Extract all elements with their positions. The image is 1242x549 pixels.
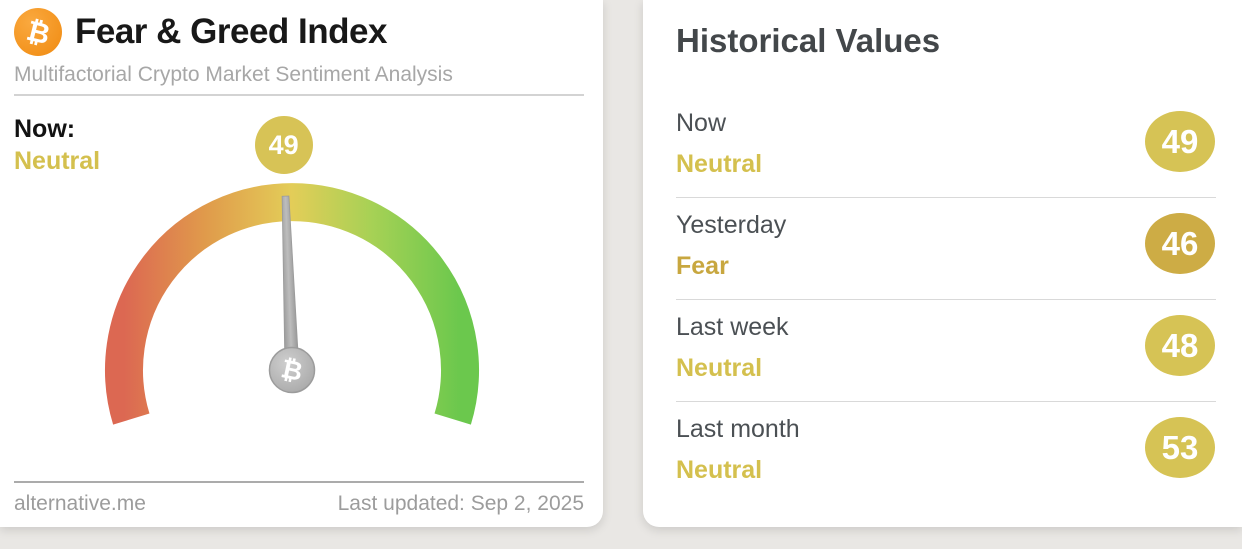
period-label: Now: [676, 109, 727, 137]
alternative-me-link[interactable]: alternative.me: [14, 492, 146, 515]
period-label: Yesterday: [676, 211, 787, 239]
sentiment-label: Neutral: [676, 456, 763, 484]
gauge-needle: ₿: [268, 195, 316, 394]
now-label: Now:: [14, 115, 76, 143]
table-row: Last week Neutral 48: [676, 300, 1216, 402]
fear-greed-gauge-card: ₿ Fear & Greed Index Multifactorial Cryp…: [0, 0, 603, 527]
historical-values-card: Historical Values Now Neutral 49 Yesterd…: [643, 0, 1242, 527]
gauge-arc: [105, 183, 479, 425]
gauge-hub: [268, 346, 316, 394]
table-row: Now Neutral 49: [676, 96, 1216, 198]
sentiment-label: Fear: [676, 252, 729, 280]
bitcoin-icon: ₿: [14, 8, 62, 56]
sentiment-label: Neutral: [676, 150, 763, 178]
value-badge: 53: [1145, 417, 1215, 478]
value-badge: 48: [1145, 315, 1215, 376]
header-divider: [14, 94, 584, 96]
gauge-value-badge: 49: [254, 116, 313, 175]
period-label: Last week: [676, 313, 789, 341]
table-row: Last month Neutral 53: [676, 402, 1216, 504]
gauge-chart: ₿: [105, 183, 479, 425]
now-sentiment: Neutral: [14, 147, 101, 175]
value-badge: 46: [1145, 213, 1215, 274]
value-badge: 49: [1145, 111, 1215, 172]
period-label: Last month: [676, 415, 800, 443]
sentiment-label: Neutral: [676, 354, 763, 382]
historical-rows: Now Neutral 49 Yesterday Fear 46 Last we…: [676, 96, 1216, 504]
bitcoin-glyph: ₿: [22, 13, 54, 51]
last-updated-text: Last updated: Sep 2, 2025: [337, 492, 584, 515]
historical-values-title: Historical Values: [676, 22, 941, 59]
footer-divider: [14, 481, 584, 483]
page-title: Fear & Greed Index: [75, 12, 387, 51]
table-row: Yesterday Fear 46: [676, 198, 1216, 300]
page-subtitle: Multifactorial Crypto Market Sentiment A…: [14, 63, 453, 86]
